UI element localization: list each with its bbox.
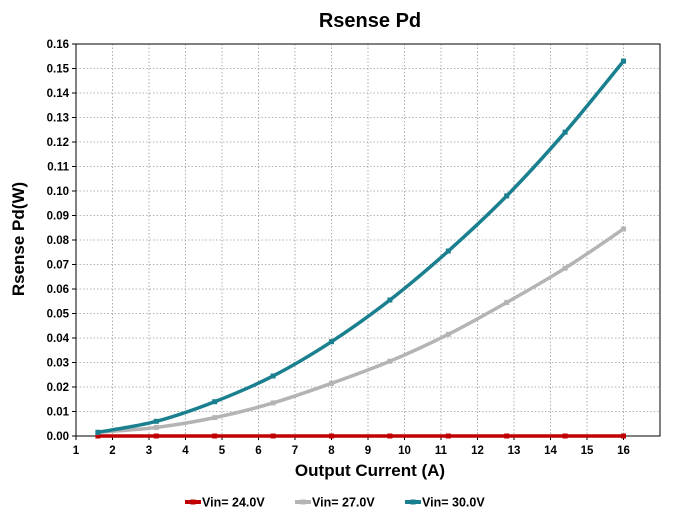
data-point (621, 58, 626, 64)
x-tick-label: 13 (508, 445, 521, 457)
data-point (95, 433, 101, 439)
series-line (97, 227, 625, 435)
data-point (153, 424, 159, 430)
series-2 (95, 226, 626, 435)
series-3 (95, 58, 626, 435)
x-tick-label: 10 (398, 445, 411, 457)
grid (76, 44, 660, 436)
x-tick-label: 8 (328, 445, 335, 457)
y-tick-label: 0.04 (47, 333, 70, 345)
y-axis-ticks: 0.00 0.01 0.02 0.03 0.04 0.05 0.06 0.07 0.08 0.09… (47, 39, 76, 443)
y-tick-label: 0.10 (47, 186, 69, 198)
data-point (329, 339, 334, 345)
y-tick-label: 0.07 (47, 260, 69, 272)
x-tick-label: 15 (581, 445, 594, 457)
x-tick-label: 12 (471, 445, 484, 457)
y-tick-label: 0.16 (47, 39, 69, 51)
x-tick-label: 4 (182, 445, 189, 457)
x-axis-title: Output Current (A) (295, 461, 445, 480)
legend-entry-2: Vin= 27.0V (295, 496, 375, 510)
y-tick-label: 0.01 (47, 407, 70, 419)
x-tick-label: 14 (544, 445, 557, 457)
x-tick-label: 9 (365, 445, 371, 457)
series (95, 58, 626, 439)
data-point (329, 433, 334, 439)
x-tick-label: 7 (292, 445, 298, 457)
data-point (95, 429, 101, 435)
data-point (504, 193, 510, 199)
x-tick-label: 16 (617, 445, 630, 457)
data-point (387, 433, 393, 439)
x-tick-label: 6 (255, 445, 261, 457)
legend: Vin= 24.0V Vin= 27.0V Vin= 30.0V (185, 496, 485, 510)
legend-label: Vin= 24.0V (202, 496, 265, 510)
legend-label: Vin= 30.0V (422, 496, 485, 510)
x-tick-label: 3 (146, 445, 152, 457)
chart-title: Rsense Pd (319, 10, 421, 32)
x-tick-label: 11 (435, 445, 448, 457)
data-point (504, 433, 510, 439)
y-tick-label: 0.06 (47, 284, 69, 296)
data-point (212, 399, 218, 405)
data-point (387, 297, 393, 303)
data-point (621, 226, 626, 232)
y-tick-label: 0.00 (47, 431, 69, 443)
data-point (270, 373, 276, 379)
legend-entry-1: Vin= 24.0V (185, 496, 265, 510)
data-point (212, 415, 218, 421)
y-tick-label: 0.08 (47, 235, 70, 247)
data-point (329, 380, 334, 386)
x-axis-ticks: 1 2 3 4 5 6 7 8 9 10 11 12 13 14 15 16 (73, 436, 630, 457)
x-tick-label: 5 (219, 445, 226, 457)
data-point (621, 433, 626, 439)
y-tick-label: 0.15 (47, 64, 70, 76)
y-tick-label: 0.13 (47, 113, 69, 125)
data-point (445, 331, 451, 337)
data-point (153, 433, 159, 439)
y-axis-title: Rsense Pd(W) (9, 182, 28, 296)
data-point (562, 129, 568, 135)
y-tick-label: 0.09 (47, 211, 69, 223)
data-point (153, 418, 159, 424)
series-1 (95, 433, 626, 439)
data-point (270, 433, 276, 439)
data-point (504, 299, 510, 305)
legend-entry-3: Vin= 30.0V (405, 496, 485, 510)
y-tick-label: 0.02 (47, 382, 69, 394)
x-tick-label: 1 (73, 445, 80, 457)
y-tick-label: 0.14 (47, 88, 70, 100)
data-point (445, 248, 451, 254)
data-point (562, 265, 568, 271)
data-point (445, 433, 451, 439)
legend-marker (410, 499, 416, 505)
legend-marker (300, 499, 306, 505)
data-point (562, 433, 568, 439)
data-point (270, 400, 276, 406)
legend-label: Vin= 27.0V (312, 496, 375, 510)
legend-marker (190, 499, 196, 505)
data-point (387, 358, 393, 364)
y-tick-label: 0.12 (47, 137, 69, 149)
data-point (212, 433, 218, 439)
series-line (97, 60, 625, 435)
y-tick-label: 0.11 (47, 162, 69, 174)
x-tick-label: 2 (109, 445, 115, 457)
y-tick-label: 0.03 (47, 358, 69, 370)
y-tick-label: 0.05 (47, 309, 70, 321)
